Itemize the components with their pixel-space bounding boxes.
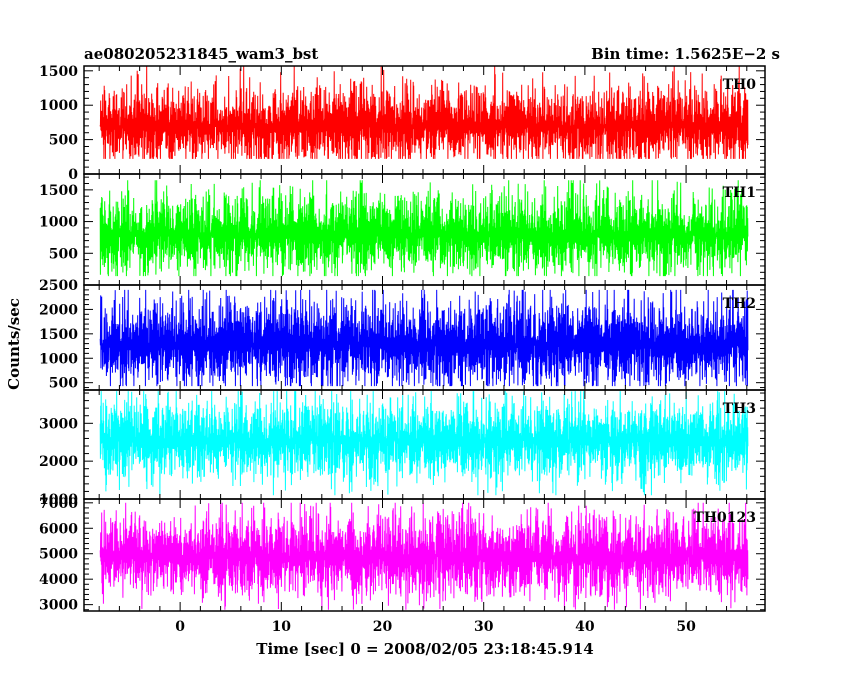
y-tick-label: 1000	[39, 492, 78, 508]
y-tick-label: 1500	[39, 64, 78, 80]
panel-th0123: 3000 4000 5000 6000 7000 TH0123	[39, 496, 766, 614]
x-tick-label: 30	[474, 619, 494, 635]
panel-frame	[83, 498, 766, 612]
y-tick-label: 7000	[39, 496, 78, 512]
panel-th1: 500 1000 1500 TH1	[39, 173, 766, 286]
y-tick-label: 6000	[39, 521, 78, 537]
series-line-th0	[99, 66, 749, 159]
y-tick-label: 500	[49, 133, 78, 149]
y-tick-label: 500	[49, 376, 78, 392]
series-line-th0123	[99, 502, 749, 610]
x-tick-label: 50	[676, 619, 696, 635]
panel-th2: 500 1000 1500 2000 2500 TH2	[39, 278, 766, 392]
y-tick-label: 0	[68, 167, 78, 183]
x-tick-label: 0	[175, 619, 185, 635]
panel-th3: 1000 2000 3000 TH3	[39, 389, 766, 508]
series-label: TH2	[723, 296, 756, 312]
series-label: TH3	[723, 401, 756, 417]
x-tick-label: 10	[272, 619, 292, 635]
y-tick-label: 3000	[39, 598, 78, 614]
y-tick-label: 500	[49, 246, 78, 262]
series-line-th3	[99, 391, 749, 496]
x-tick-label: 20	[373, 619, 393, 635]
y-axis-label: Counts/sec	[5, 298, 23, 390]
panel-th0: 0 500 1000 1500 TH0	[39, 64, 766, 183]
y-tick-label: 1000	[39, 351, 78, 367]
y-tick-label: 1000	[39, 215, 78, 231]
chart-title: ae080205231845_wam3_bst	[84, 45, 318, 63]
x-tick-label: 40	[575, 619, 595, 635]
series-line-th1	[99, 180, 749, 277]
x-axis-label: Time [sec] 0 = 2008/02/05 23:18:45.914	[256, 640, 593, 658]
y-tick-label: 1500	[39, 327, 78, 343]
y-tick-label: 1500	[39, 183, 78, 199]
y-tick-label: 5000	[39, 547, 78, 563]
y-tick-label: 4000	[39, 572, 78, 588]
y-tick-label: 2000	[39, 454, 78, 470]
series-label: TH0	[723, 77, 757, 93]
y-tick-label: 2500	[39, 278, 78, 294]
series-label: TH1	[723, 185, 756, 201]
y-tick-label: 2000	[39, 302, 78, 318]
bin-time-label: Bin time: 1.5625E−2 s	[591, 45, 780, 63]
series-label: TH0123	[693, 510, 756, 526]
series-line-th2	[99, 289, 749, 387]
y-tick-label: 1000	[39, 98, 78, 114]
y-tick-label: 3000	[39, 416, 78, 432]
